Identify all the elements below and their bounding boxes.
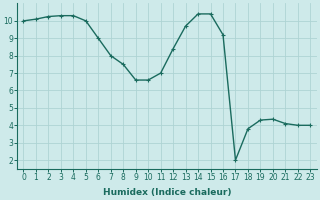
X-axis label: Humidex (Indice chaleur): Humidex (Indice chaleur) (103, 188, 231, 197)
